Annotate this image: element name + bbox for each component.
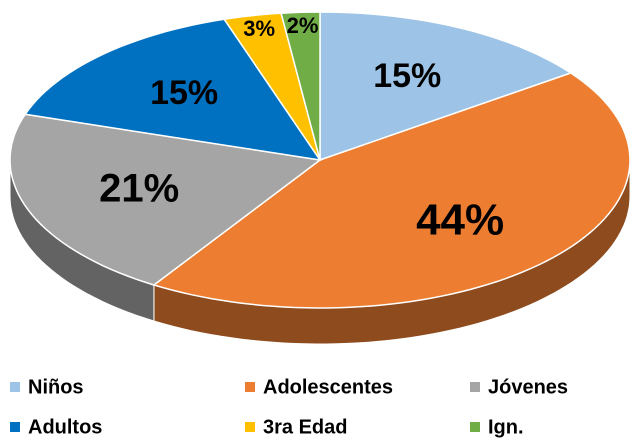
slice (152, 72, 631, 309)
data-label: 2% (287, 13, 319, 38)
slice (280, 11, 321, 161)
slice (222, 12, 321, 161)
data-label: 15% (373, 57, 441, 95)
data-label: 21% (99, 167, 179, 211)
legend-label: Adolescentes (263, 376, 393, 398)
legend-swatch (10, 422, 20, 432)
legend-swatch (245, 422, 255, 432)
legend-label: 3ra Edad (263, 416, 347, 438)
legend-label: Niños (28, 376, 84, 398)
data-label: 3% (243, 16, 275, 41)
slice (9, 113, 322, 286)
slice (23, 18, 322, 162)
legend-swatch (10, 382, 20, 392)
legend-label: Adultos (28, 416, 102, 438)
slice (319, 11, 573, 162)
legend-swatch (245, 382, 255, 392)
legend-swatch (470, 382, 480, 392)
data-label: 15% (150, 74, 218, 112)
legend-label: Jóvenes (488, 376, 568, 398)
legend-label: Ign. (488, 416, 524, 438)
data-label: 44% (416, 195, 504, 244)
legend-swatch (470, 422, 480, 432)
